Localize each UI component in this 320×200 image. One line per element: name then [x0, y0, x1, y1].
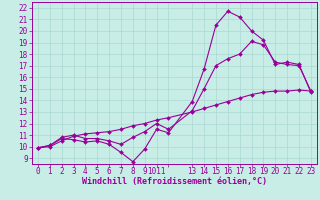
X-axis label: Windchill (Refroidissement éolien,°C): Windchill (Refroidissement éolien,°C): [82, 177, 267, 186]
